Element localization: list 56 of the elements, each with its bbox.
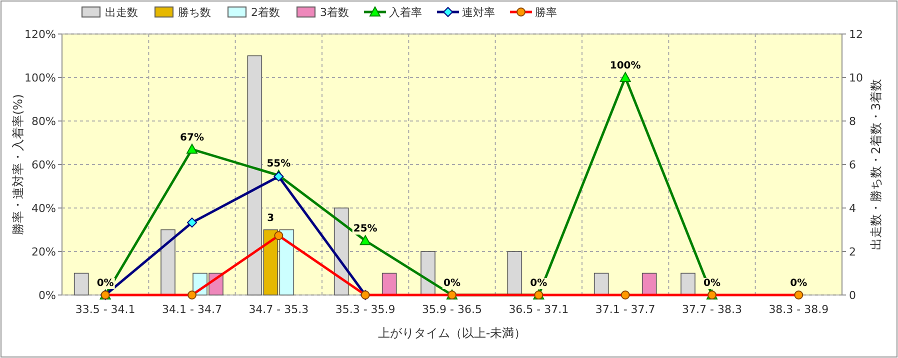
y2-tick-label: 6: [849, 158, 856, 172]
legend-label: 連対率: [462, 6, 495, 19]
y-axis-title: 勝率・連対率・入着率(%): [11, 94, 25, 235]
legend-label: 2着数: [251, 6, 280, 19]
point: [360, 235, 371, 246]
y2-tick-label: 12: [849, 28, 863, 41]
data-label: 0%: [96, 278, 114, 289]
legend-label: 勝率: [535, 6, 557, 19]
x-tick-label: 37.7 - 38.3: [682, 303, 742, 316]
data-label: 0%: [790, 278, 808, 289]
x-tick-label: 33.5 - 34.1: [75, 303, 136, 316]
bar: [160, 229, 176, 296]
legend-label: 入着率: [389, 6, 422, 19]
y-tick-label: 40%: [32, 202, 56, 215]
point: [620, 72, 631, 82]
x-axis-title: 上がりタイム（以上-未満）: [378, 326, 526, 340]
x-tick-label: 34.1 - 34.7: [162, 303, 222, 316]
y2-tick-label: 0: [849, 289, 856, 302]
x-tick-label: 35.9 - 36.5: [422, 303, 482, 316]
x-tick-label: 37.1 - 37.7: [595, 303, 656, 316]
point: [186, 144, 198, 154]
data-label: 100%: [610, 60, 641, 72]
data-label: 3: [267, 212, 274, 224]
y-tick-label: 80%: [32, 115, 56, 128]
y2-tick-label: 2: [849, 246, 856, 258]
data-label: 0%: [704, 278, 720, 289]
legend-label: 出走数: [105, 6, 138, 19]
x-tick-label: 34.7 - 35.3: [248, 303, 309, 316]
legend-label: 3着数: [320, 6, 349, 19]
y-tick-label: 100%: [24, 72, 56, 84]
data-label: 25%: [353, 224, 378, 235]
bar: [382, 272, 397, 296]
point: [187, 218, 197, 228]
y2-tick-label: 10: [849, 72, 863, 84]
bar: [74, 272, 89, 296]
bar: [642, 272, 657, 296]
bar: [420, 251, 436, 296]
y-tick-label: 20%: [32, 246, 56, 258]
bar: [247, 55, 262, 296]
x-tick-label: 35.3 - 35.9: [335, 303, 396, 316]
y-tick-label: 0%: [38, 289, 56, 302]
x-tick-label: 36.5 - 37.1: [508, 303, 569, 316]
x-tick-label: 38.3 - 38.9: [768, 303, 829, 316]
bar: [594, 272, 609, 296]
bar: [680, 272, 696, 296]
data-label: 55%: [266, 158, 291, 170]
y-tick-label: 120%: [24, 28, 56, 41]
data-label: 0%: [530, 278, 548, 289]
y-tick-label: 60%: [32, 158, 56, 172]
y2-tick-label: 4: [849, 202, 856, 215]
data-label: 67%: [180, 132, 204, 144]
y2-axis-title: 出走数・勝ち数・2着数・3着数: [869, 78, 883, 250]
data-label: 0%: [444, 278, 460, 289]
bar: [507, 251, 522, 296]
legend-label: 勝ち数: [178, 6, 211, 19]
y2-tick-label: 8: [849, 115, 856, 128]
